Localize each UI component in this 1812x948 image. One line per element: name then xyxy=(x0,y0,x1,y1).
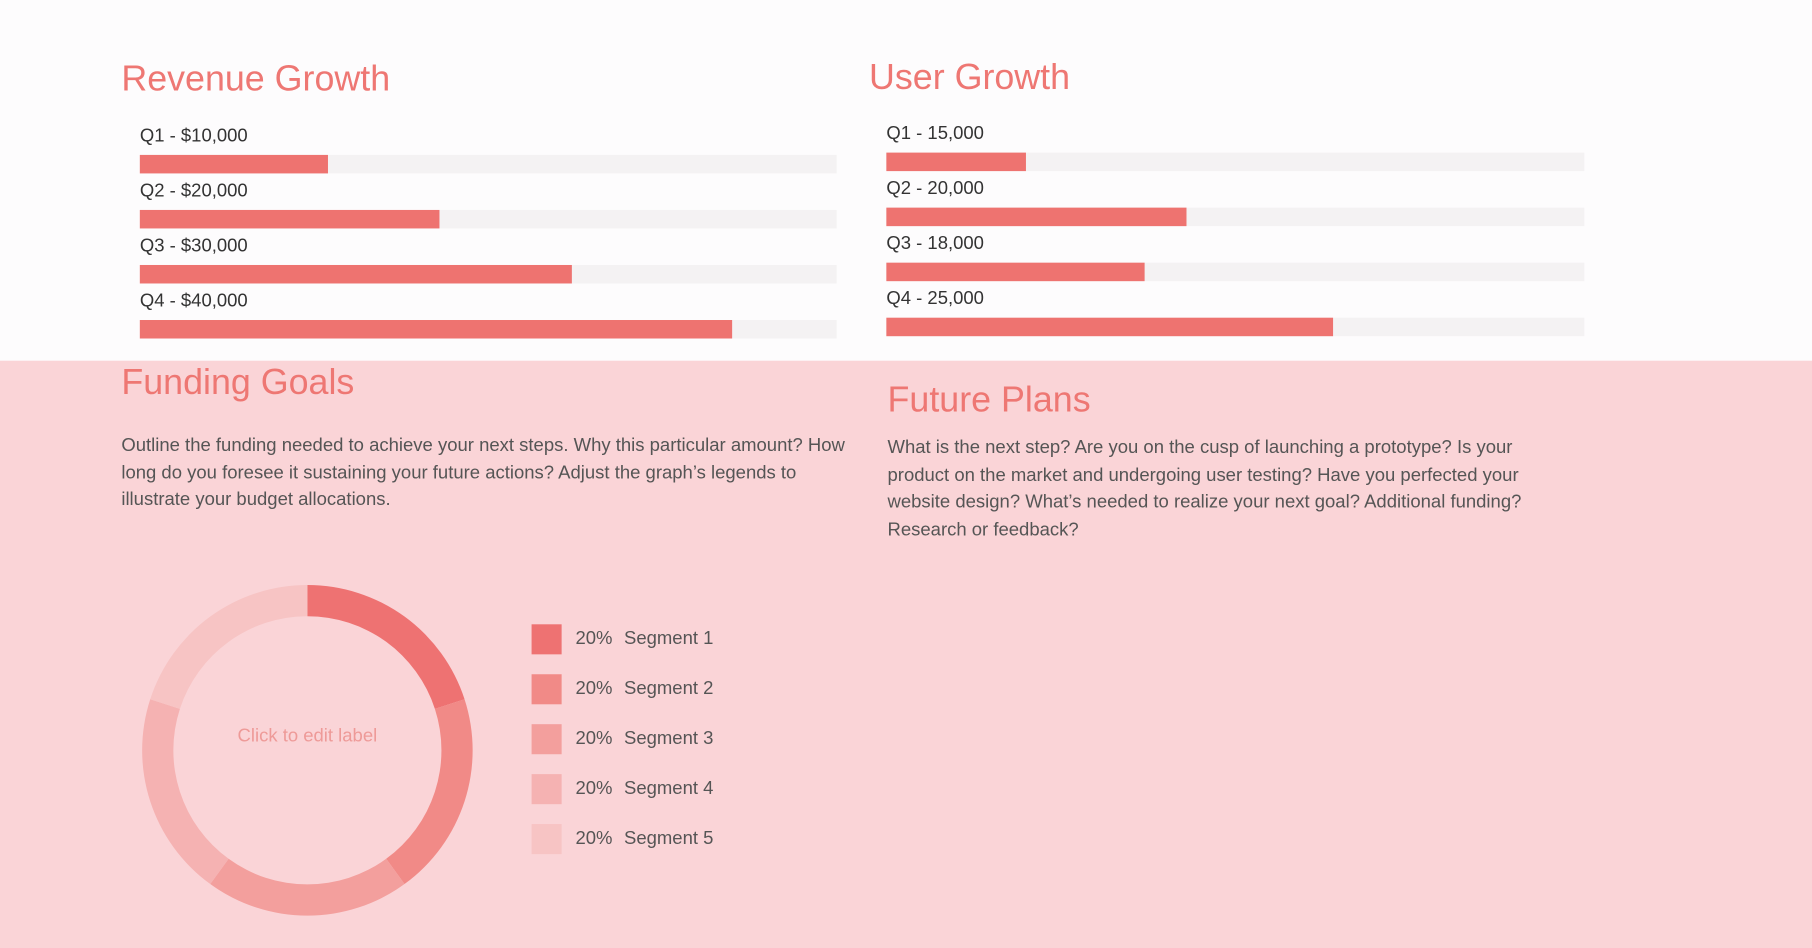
legend-label: Segment 1 xyxy=(624,627,713,648)
bar xyxy=(886,207,1187,227)
chart-title: User Growth xyxy=(869,57,1070,97)
bar-label: Q3 - 18,000 xyxy=(886,232,984,253)
donut-segment xyxy=(210,858,405,916)
bar xyxy=(886,317,1334,337)
center-label: Click to edit label xyxy=(238,724,378,745)
legend-value: 20% xyxy=(575,777,612,798)
pink-section xyxy=(0,360,1812,948)
donut-segment xyxy=(386,699,473,885)
donut-segment xyxy=(307,584,465,709)
legend-value: 20% xyxy=(575,727,612,748)
legend-label: Segment 4 xyxy=(624,777,713,798)
section-title: Future Plans xyxy=(887,379,1091,420)
section-text: What is the next step? Are you on the cu… xyxy=(887,438,1522,540)
bar-label: Q3 - $30,000 xyxy=(140,234,248,255)
bar xyxy=(886,152,1026,172)
legend-swatch xyxy=(531,774,562,805)
legend-swatch xyxy=(531,674,562,705)
bar xyxy=(139,154,328,174)
bar xyxy=(139,264,572,284)
legend-swatch xyxy=(531,624,562,655)
legend-value: 20% xyxy=(575,677,612,698)
section-text: Outline the funding needed to achieve yo… xyxy=(121,435,845,510)
donut-segment xyxy=(142,699,229,885)
bar-label: Q1 - 15,000 xyxy=(886,122,984,143)
legend-swatch xyxy=(531,724,562,755)
chart-title: Revenue Growth xyxy=(121,58,390,98)
bar-track xyxy=(886,152,1585,172)
legend-label: Segment 2 xyxy=(624,677,713,698)
bar-label: Q1 - $10,000 xyxy=(140,124,248,145)
legend-value: 20% xyxy=(575,627,612,648)
bar xyxy=(886,262,1145,282)
legend-value: 20% xyxy=(575,827,612,848)
bar-label: Q2 - 20,000 xyxy=(886,177,984,198)
bar xyxy=(139,209,440,229)
bar-label: Q2 - $20,000 xyxy=(140,179,248,200)
legend-swatch xyxy=(531,824,562,855)
bar-label: Q4 - $40,000 xyxy=(140,289,248,310)
section-title: Funding Goals xyxy=(121,361,355,403)
bar-label: Q4 - 25,000 xyxy=(886,287,984,308)
donut-segment xyxy=(150,584,308,709)
legend-label: Segment 5 xyxy=(624,827,713,848)
legend-label: Segment 3 xyxy=(624,727,713,748)
bar xyxy=(139,320,733,339)
